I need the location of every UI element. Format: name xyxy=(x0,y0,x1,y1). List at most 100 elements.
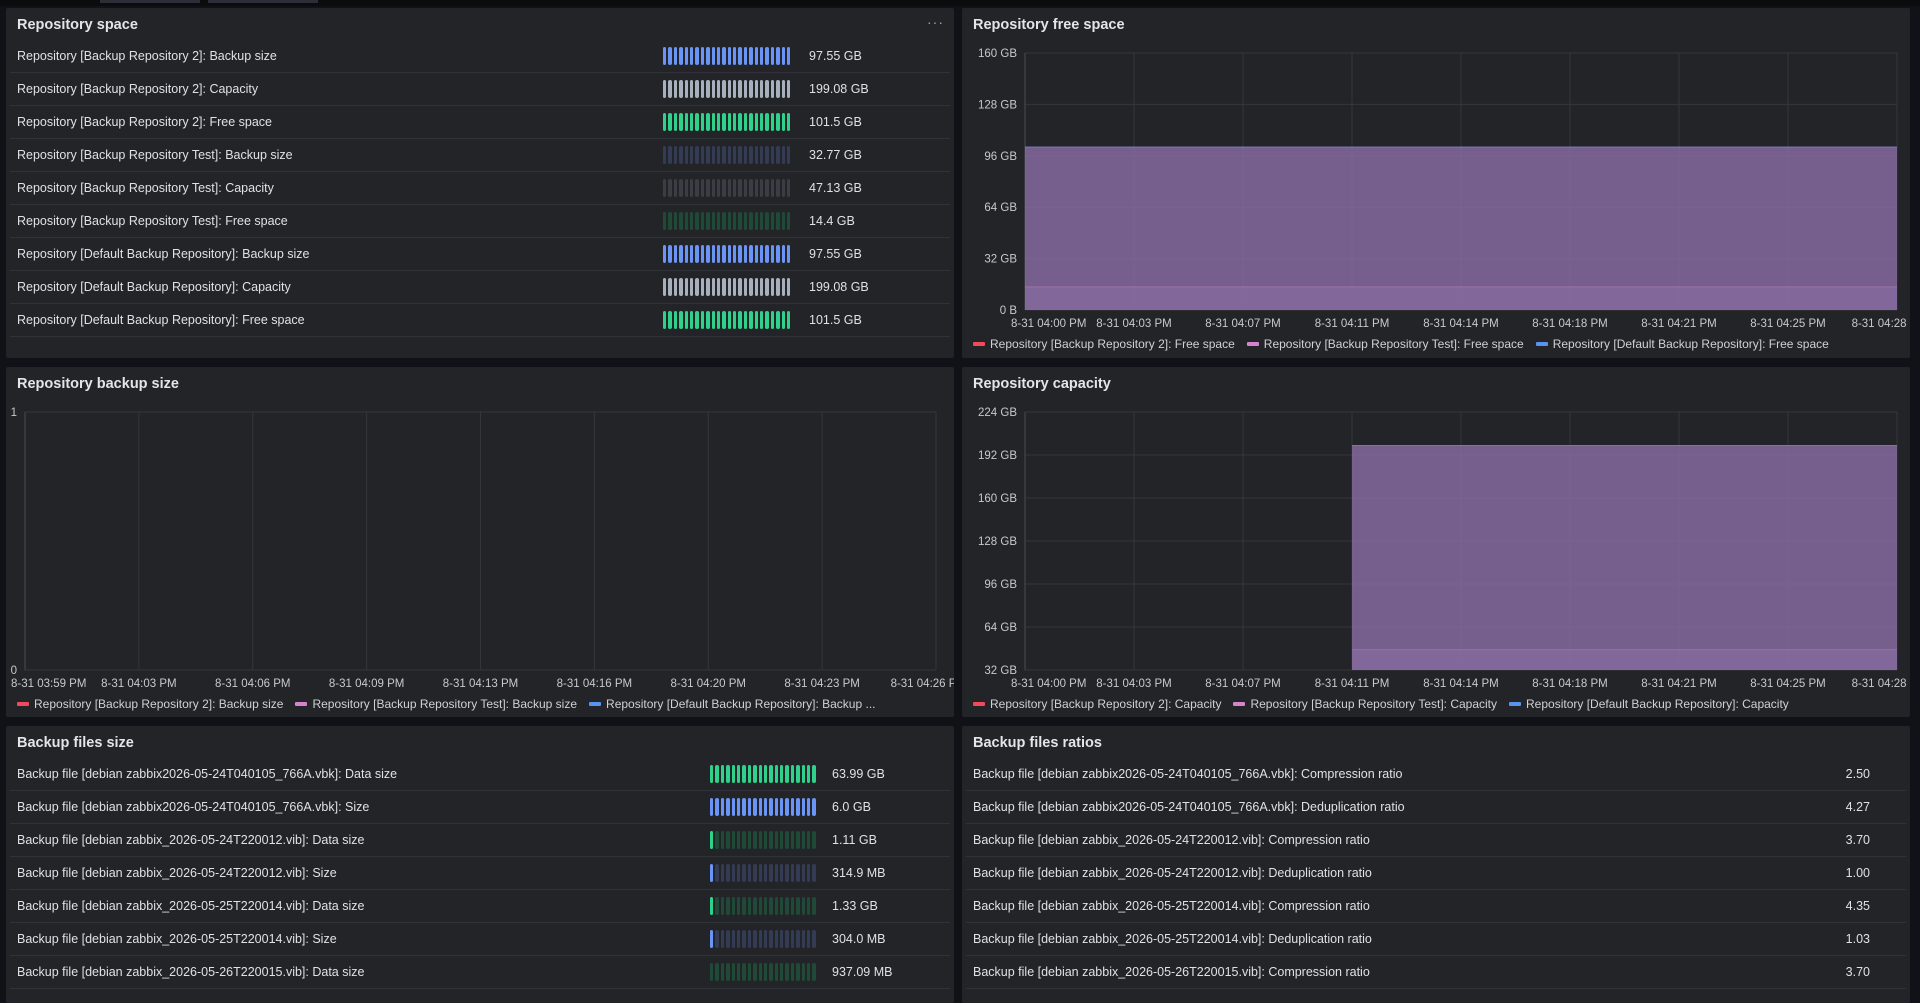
x-tick-label: 8-31 04:11 PM xyxy=(1315,678,1390,690)
x-tick-label: 8-31 03:59 PM xyxy=(11,678,86,690)
bar-gauge xyxy=(710,798,816,816)
legend-item[interactable]: Repository [Backup Repository 2]: Backup… xyxy=(17,697,283,711)
row-value: 1.03 xyxy=(1845,932,1870,946)
legend-item[interactable]: Repository [Default Backup Repository]: … xyxy=(589,697,876,711)
legend-item[interactable]: Repository [Default Backup Repository]: … xyxy=(1509,697,1789,711)
capacity-chart[interactable]: 32 GB 64 GB 96 GB 128 GB 160 GB 192 GB 224 GB 8… xyxy=(962,367,1910,717)
x-tick-label: 8-31 04:28 PM xyxy=(1852,318,1910,330)
x-tick-label: 8-31 04:26 PM xyxy=(891,678,954,690)
gauge-row: Repository [Backup Repository 2]: Capaci… xyxy=(10,73,950,106)
bar-gauge xyxy=(663,113,791,131)
row-label: Repository [Default Backup Repository]: … xyxy=(17,313,305,327)
free-space-chart[interactable]: 0 B 32 GB 64 GB 96 GB 128 GB 160 GB 8-31 04:00… xyxy=(962,8,1910,358)
x-tick-label: 8-31 04:13 PM xyxy=(443,678,518,690)
panel-title: Backup files size xyxy=(17,735,134,751)
y-tick-label: 1 xyxy=(11,407,17,419)
series-area xyxy=(1025,146,1897,310)
legend-label: Repository [Backup Repository Test]: Bac… xyxy=(312,697,578,711)
x-tick-label: 8-31 04:03 PM xyxy=(1096,318,1171,330)
x-tick-label: 8-31 04:07 PM xyxy=(1205,678,1280,690)
gauge-row: Repository [Default Backup Repository]: … xyxy=(10,271,950,304)
legend-label: Repository [Backup Repository 2]: Backup… xyxy=(34,697,284,711)
row-label: Backup file [debian zabbix_2026-05-26T22… xyxy=(17,965,365,979)
legend-label: Repository [Default Backup Repository]: … xyxy=(1552,337,1829,351)
row-label: Repository [Backup Repository Test]: Bac… xyxy=(17,148,293,162)
panel-title: Repository capacity xyxy=(973,376,1111,392)
legend-item[interactable]: Repository [Backup Repository 2]: Free s… xyxy=(973,337,1235,351)
row-value: 199.08 GB xyxy=(809,82,869,96)
x-tick-label: 8-31 04:14 PM xyxy=(1423,318,1498,330)
gauge-row: Repository [Backup Repository Test]: Fre… xyxy=(10,205,950,238)
gauge-row: Repository [Backup Repository Test]: Bac… xyxy=(10,139,950,172)
x-tick-label: 8-31 04:21 PM xyxy=(1641,318,1716,330)
bar-gauge xyxy=(663,245,791,263)
gauge-row: Backup file [debian zabbix_2026-05-24T22… xyxy=(10,857,950,890)
y-tick-label: 64 GB xyxy=(984,202,1017,214)
x-tick-label: 8-31 04:07 PM xyxy=(1205,318,1280,330)
stat-row: Backup file [debian zabbix_2026-05-24T22… xyxy=(966,824,1906,857)
x-tick-label: 8-31 04:18 PM xyxy=(1532,318,1607,330)
panel-title: Repository free space xyxy=(973,17,1125,33)
gauge-list: Backup file [debian zabbix2026-05-24T040… xyxy=(6,758,954,989)
row-value: 3.70 xyxy=(1845,833,1870,847)
stat-row: Backup file [debian zabbix2026-05-24T040… xyxy=(966,758,1906,791)
row-label: Backup file [debian zabbix_2026-05-24T22… xyxy=(17,833,365,847)
bar-gauge xyxy=(710,930,816,948)
bar-gauge xyxy=(663,179,791,197)
legend-label: Repository [Backup Repository 2]: Capaci… xyxy=(990,697,1222,711)
legend-item[interactable]: Repository [Backup Repository Test]: Cap… xyxy=(1233,697,1497,711)
legend-label: Repository [Backup Repository Test]: Cap… xyxy=(1250,697,1498,711)
panel-backup-files-ratios: Backup files ratios Backup file [debian … xyxy=(962,726,1910,1003)
row-label: Backup file [debian zabbix_2026-05-24T22… xyxy=(973,866,1372,880)
row-value: 937.09 MB xyxy=(832,965,893,979)
top-tab[interactable] xyxy=(100,0,200,3)
legend-item[interactable]: Repository [Backup Repository Test]: Bac… xyxy=(295,697,577,711)
y-tick-label: 160 GB xyxy=(978,48,1017,60)
x-tick-label: 8-31 04:18 PM xyxy=(1532,678,1607,690)
row-value: 1.11 GB xyxy=(832,833,877,847)
x-tick-label: 8-31 04:11 PM xyxy=(1315,318,1390,330)
row-value: 47.13 GB xyxy=(809,181,862,195)
y-tick-label: 192 GB xyxy=(978,450,1017,462)
row-value: 101.5 GB xyxy=(809,313,862,327)
panel-repository-space: Repository space ··· Repository [Backup … xyxy=(6,8,954,358)
y-tick-label: 0 xyxy=(11,665,17,677)
y-tick-label: 96 GB xyxy=(984,151,1017,163)
row-value: 1.33 GB xyxy=(832,899,878,913)
row-label: Backup file [debian zabbix_2026-05-25T22… xyxy=(17,899,365,913)
row-label: Backup file [debian zabbix_2026-05-24T22… xyxy=(973,833,1370,847)
row-value: 63.99 GB xyxy=(832,767,885,781)
gauge-row: Repository [Backup Repository Test]: Cap… xyxy=(10,172,950,205)
row-label: Backup file [debian zabbix_2026-05-24T22… xyxy=(17,866,337,880)
row-value: 199.08 GB xyxy=(809,280,869,294)
top-tab[interactable] xyxy=(208,0,318,3)
row-label: Repository [Backup Repository 2]: Free s… xyxy=(17,115,272,129)
bar-gauge xyxy=(663,278,791,296)
backup-size-chart[interactable]: 0 1 8-31 03:59 PM 8-31 04:03 PM 8-31 04:06 P… xyxy=(6,367,954,717)
row-label: Backup file [debian zabbix_2026-05-25T22… xyxy=(973,899,1370,913)
chart-legend: Repository [Backup Repository 2]: Capaci… xyxy=(973,697,1789,711)
row-label: Repository [Default Backup Repository]: … xyxy=(17,247,310,261)
stat-row: Backup file [debian zabbix_2026-05-25T22… xyxy=(966,890,1906,923)
gauge-list: Repository [Backup Repository 2]: Backup… xyxy=(6,40,954,337)
bar-gauge xyxy=(663,47,791,65)
row-value: 314.9 MB xyxy=(832,866,886,880)
series-area xyxy=(1352,445,1897,670)
row-value: 14.4 GB xyxy=(809,214,855,228)
legend-item[interactable]: Repository [Default Backup Repository]: … xyxy=(1535,337,1829,351)
panel-title: Repository space xyxy=(17,17,138,33)
bar-gauge xyxy=(663,311,791,329)
legend-item[interactable]: Repository [Backup Repository 2]: Capaci… xyxy=(973,697,1221,711)
row-value: 4.35 xyxy=(1845,899,1870,913)
row-value: 3.70 xyxy=(1845,965,1870,979)
panel-menu-icon[interactable]: ··· xyxy=(927,14,944,30)
row-label: Backup file [debian zabbix2026-05-24T040… xyxy=(973,800,1405,814)
x-tick-label: 8-31 04:28 PM xyxy=(1852,678,1910,690)
row-value: 6.0 GB xyxy=(832,800,871,814)
x-tick-label: 8-31 04:03 PM xyxy=(1096,678,1171,690)
stat-row: Backup file [debian zabbix2026-05-24T040… xyxy=(966,791,1906,824)
x-tick-label: 8-31 04:00 PM xyxy=(1011,318,1086,330)
legend-item[interactable]: Repository [Backup Repository Test]: Fre… xyxy=(1246,337,1524,351)
row-value: 2.50 xyxy=(1845,767,1870,781)
row-label: Repository [Backup Repository Test]: Fre… xyxy=(17,214,288,228)
